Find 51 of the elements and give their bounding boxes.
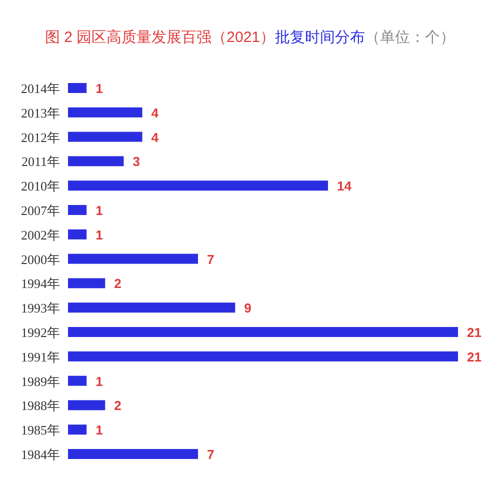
data-label: 3 [132, 154, 140, 170]
y-tick-label: 2000年 [21, 252, 60, 267]
bar [68, 156, 124, 166]
bar [68, 327, 458, 337]
bar [68, 132, 142, 142]
y-tick-label: 1993年 [21, 300, 60, 316]
bar [68, 302, 236, 313]
y-tick-label: 1985年 [21, 422, 60, 438]
bar [68, 376, 87, 386]
data-label: 9 [244, 300, 252, 316]
data-label: 14 [337, 178, 352, 194]
data-label: 2 [114, 276, 122, 292]
chart-subtitle: 批复时间分布 [275, 29, 366, 46]
bar [68, 449, 198, 459]
data-label: 1 [96, 422, 103, 438]
y-tick-label: 2002年 [21, 227, 60, 242]
y-tick-label: 2012年 [21, 130, 60, 145]
text: （单位：个） [365, 29, 456, 46]
data-label: 1 [96, 227, 103, 242]
bar [68, 205, 87, 215]
data-label: 21 [467, 349, 482, 364]
y-tick-label: 1991年 [21, 349, 60, 364]
bar [68, 424, 87, 435]
bar [68, 278, 106, 288]
bar [68, 83, 87, 93]
chart-title: 图 2 园区高质量发展百强（2021） [44, 29, 276, 46]
y-tick-label: 2014年 [21, 81, 60, 96]
bar [68, 107, 142, 118]
y-tick-label: 1989年 [21, 374, 60, 389]
data-label: 21 [467, 325, 482, 340]
y-tick-label: 2007年 [21, 203, 60, 218]
data-label: 1 [96, 374, 103, 389]
bar [68, 351, 458, 362]
bar [68, 254, 198, 264]
data-label: 7 [207, 252, 214, 267]
y-tick-label: 2011年 [21, 154, 60, 170]
y-tick-label: 1988年 [21, 398, 60, 414]
data-label: 4 [151, 105, 160, 120]
data-label: 1 [96, 81, 103, 96]
data-label: 2 [114, 398, 122, 414]
data-label: 4 [151, 130, 160, 145]
bar [68, 180, 328, 191]
y-tick-label: 1984年 [21, 447, 60, 462]
bar [68, 229, 87, 240]
y-tick-label: 1994年 [21, 276, 60, 292]
data-label: 1 [96, 203, 103, 218]
bar [68, 400, 106, 410]
y-tick-label: 1992年 [21, 325, 60, 340]
y-tick-label: 2010年 [21, 178, 60, 194]
data-label: 7 [207, 447, 214, 462]
y-tick-label: 2013年 [21, 105, 60, 120]
